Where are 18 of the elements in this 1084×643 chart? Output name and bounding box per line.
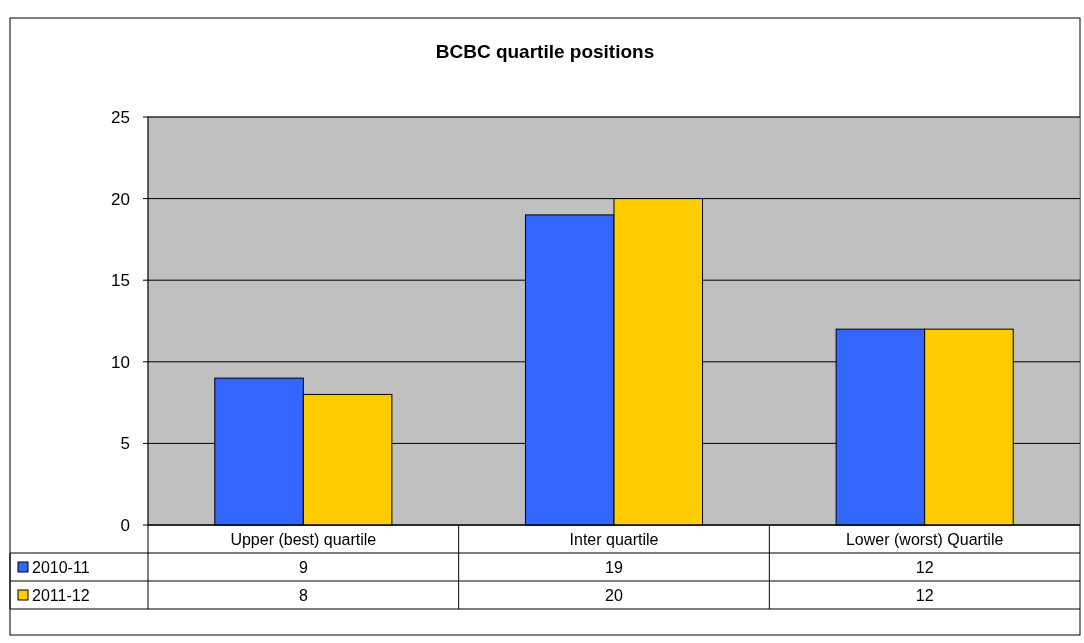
y-tick-label: 20 xyxy=(111,189,130,209)
data-label: 8 xyxy=(298,586,308,604)
x-tick-label: Inter quartile xyxy=(569,530,659,548)
y-tick-label: 5 xyxy=(120,434,130,454)
y-tick-label: 15 xyxy=(111,271,130,291)
y-tick-label: 25 xyxy=(111,107,130,127)
x-tick-label: Lower (worst) Quartile xyxy=(845,530,1004,548)
y-tick-label: 0 xyxy=(120,515,130,535)
legend-label: 2011-12 xyxy=(32,586,90,604)
data-label: 12 xyxy=(915,586,934,604)
data-label: 19 xyxy=(605,558,623,576)
data-label: 9 xyxy=(298,558,308,576)
data-label: 20 xyxy=(605,586,623,604)
chart-title: BCBC quartile positions xyxy=(435,41,655,62)
x-tick-label: Upper (best) quartile xyxy=(230,530,377,548)
legend-label: 2010-11 xyxy=(32,558,90,576)
data-label: 12 xyxy=(915,558,934,576)
y-tick-label: 10 xyxy=(111,352,130,372)
